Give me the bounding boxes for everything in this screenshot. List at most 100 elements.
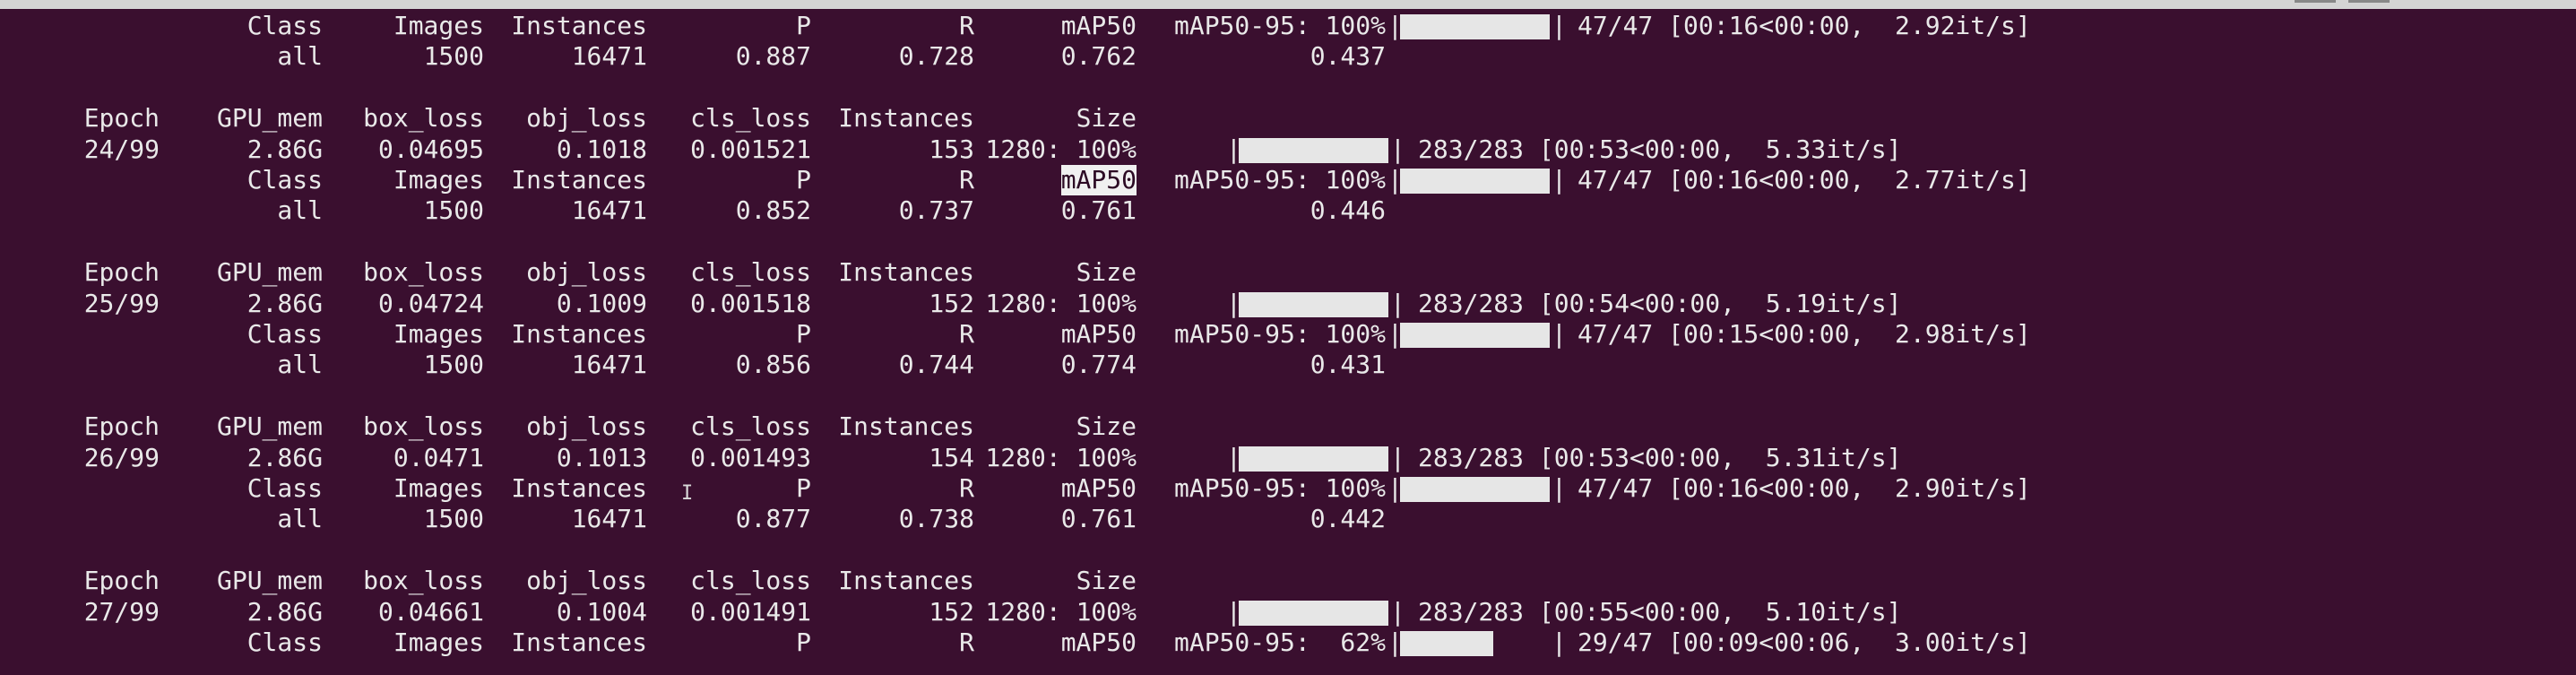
cls-loss-header: cls_loss bbox=[690, 257, 811, 288]
gpu-mem-value: 2.86G bbox=[246, 134, 323, 164]
box-loss-value: 0.04661 bbox=[377, 596, 484, 627]
class-header: Class bbox=[246, 473, 323, 503]
progress-bar-left-edge: | bbox=[1387, 319, 1403, 349]
obj-loss-value: 0.1013 bbox=[556, 442, 647, 472]
recall-value: 0.738 bbox=[898, 504, 974, 534]
box-loss-header: box_loss bbox=[363, 566, 484, 596]
cls-loss-header: cls_loss bbox=[690, 411, 811, 442]
window-control-button[interactable] bbox=[2295, 0, 2336, 3]
progress-bar-right-edge: | bbox=[1552, 627, 1567, 657]
size-header: Size bbox=[1076, 103, 1137, 134]
instances-value: 16471 bbox=[571, 504, 647, 534]
progress-bar-fill bbox=[1239, 446, 1388, 472]
instances-value: 152 bbox=[929, 288, 974, 318]
images-value: 1500 bbox=[423, 195, 484, 226]
window-control-button[interactable] bbox=[2348, 0, 2390, 3]
size-header: Size bbox=[1076, 257, 1137, 288]
size-header: Size bbox=[1076, 411, 1137, 442]
progress-bar-fill bbox=[1239, 137, 1388, 163]
map50-value: 0.761 bbox=[1060, 195, 1137, 226]
text-cursor-icon: I bbox=[681, 482, 694, 505]
epoch-value: 24/99 bbox=[83, 134, 160, 164]
progress-bar-right-edge: | bbox=[1390, 596, 1405, 627]
gpu-mem-value: 2.86G bbox=[246, 288, 323, 318]
obj-loss-value: 0.1004 bbox=[556, 596, 647, 627]
blank-line bbox=[0, 381, 2576, 411]
progress-bar-right-edge: | bbox=[1552, 165, 1567, 195]
progress-status: 47/47 [00:15<00:00, 2.98it/s] bbox=[1578, 319, 2031, 349]
instances-header: Instances bbox=[511, 473, 647, 503]
precision-header: P bbox=[796, 473, 811, 503]
class-value: all bbox=[277, 41, 323, 72]
recall-value: 0.744 bbox=[898, 350, 974, 380]
map50-95-value: 0.437 bbox=[1310, 41, 1386, 72]
box-loss-header: box_loss bbox=[363, 103, 484, 134]
cls-loss-value: 0.001491 bbox=[690, 596, 811, 627]
terminal-line: all 1500 16471 0.877 0.738 0.761 0.442 bbox=[0, 504, 2576, 534]
box-loss-value: 0.0471 bbox=[393, 442, 484, 472]
progress-status: 47/47 [00:16<00:00, 2.90it/s] bbox=[1578, 473, 2031, 503]
recall-header: R bbox=[959, 627, 974, 657]
epoch-header: Epoch bbox=[83, 257, 160, 288]
class-header: Class bbox=[246, 319, 323, 349]
terminal-line: Epoch GPU_mem box_loss obj_loss cls_loss Inst… bbox=[0, 566, 2576, 596]
images-header: Images bbox=[393, 11, 484, 40]
images-header: Images bbox=[393, 473, 484, 503]
recall-value: 0.728 bbox=[898, 41, 974, 72]
obj-loss-header: obj_loss bbox=[526, 257, 647, 288]
precision-header: P bbox=[796, 319, 811, 349]
progress-bar-fill bbox=[1400, 169, 1550, 194]
instances-value: 16471 bbox=[571, 41, 647, 72]
size-progress-label: 1280: 100% bbox=[985, 442, 1137, 472]
precision-value: 0.877 bbox=[735, 504, 811, 534]
instances-header: Instances bbox=[838, 566, 974, 596]
gpu-mem-header: GPU_mem bbox=[216, 566, 323, 596]
terminal-line: 24/99 2.86G 0.04695 0.1018 0.001521 153 1280: … bbox=[0, 134, 2576, 165]
terminal-line: Epoch GPU_mem box_loss obj_loss cls_loss Inst… bbox=[0, 257, 2576, 288]
window-top-bar bbox=[0, 0, 2576, 9]
epoch-value: 27/99 bbox=[83, 596, 160, 627]
map50-95-progress-label: mAP50-95: 62% bbox=[1173, 627, 1386, 657]
instances-header: Instances bbox=[511, 627, 647, 657]
epoch-value: 25/99 bbox=[83, 288, 160, 318]
map50-value: 0.761 bbox=[1060, 504, 1137, 534]
progress-bar-left-edge: | bbox=[1226, 442, 1241, 472]
map50-header: mAP50 bbox=[1060, 627, 1137, 657]
class-header: Class bbox=[246, 165, 323, 195]
epoch-header: Epoch bbox=[83, 566, 160, 596]
terminal-line: 25/99 2.86G 0.04724 0.1009 0.001518 152 1280: … bbox=[0, 289, 2576, 319]
recall-header: R bbox=[959, 165, 974, 195]
instances-header: Instances bbox=[511, 11, 647, 40]
precision-header: P bbox=[796, 11, 811, 40]
progress-bar-right-edge: | bbox=[1552, 473, 1567, 503]
progress-bar-fill bbox=[1400, 477, 1550, 502]
box-loss-value: 0.04695 bbox=[377, 134, 484, 164]
images-header: Images bbox=[393, 165, 484, 195]
map50-95-value: 0.442 bbox=[1310, 504, 1386, 534]
progress-bar-right-edge: | bbox=[1552, 319, 1567, 349]
obj-loss-header: obj_loss bbox=[526, 411, 647, 442]
progress-status: 283/283 [00:54<00:00, 5.19it/s] bbox=[1418, 288, 1902, 318]
obj-loss-header: obj_loss bbox=[526, 103, 647, 134]
blank-line bbox=[0, 535, 2576, 566]
precision-value: 0.856 bbox=[735, 350, 811, 380]
images-header: Images bbox=[393, 319, 484, 349]
map50-header: mAP50 bbox=[1060, 11, 1137, 40]
obj-loss-value: 0.1018 bbox=[556, 134, 647, 164]
instances-value: 16471 bbox=[571, 195, 647, 226]
cls-loss-value: 0.001493 bbox=[690, 442, 811, 472]
gpu-mem-value: 2.86G bbox=[246, 442, 323, 472]
cls-loss-header: cls_loss bbox=[690, 103, 811, 134]
gpu-mem-header: GPU_mem bbox=[216, 411, 323, 442]
size-header: Size bbox=[1076, 566, 1137, 596]
blank-line bbox=[0, 73, 2576, 103]
instances-header: Instances bbox=[511, 165, 647, 195]
progress-status: 47/47 [00:16<00:00, 2.92it/s] bbox=[1578, 11, 2031, 40]
map50-header: mAP50 bbox=[1060, 319, 1137, 349]
progress-status: 283/283 [00:55<00:00, 5.10it/s] bbox=[1418, 596, 1902, 627]
